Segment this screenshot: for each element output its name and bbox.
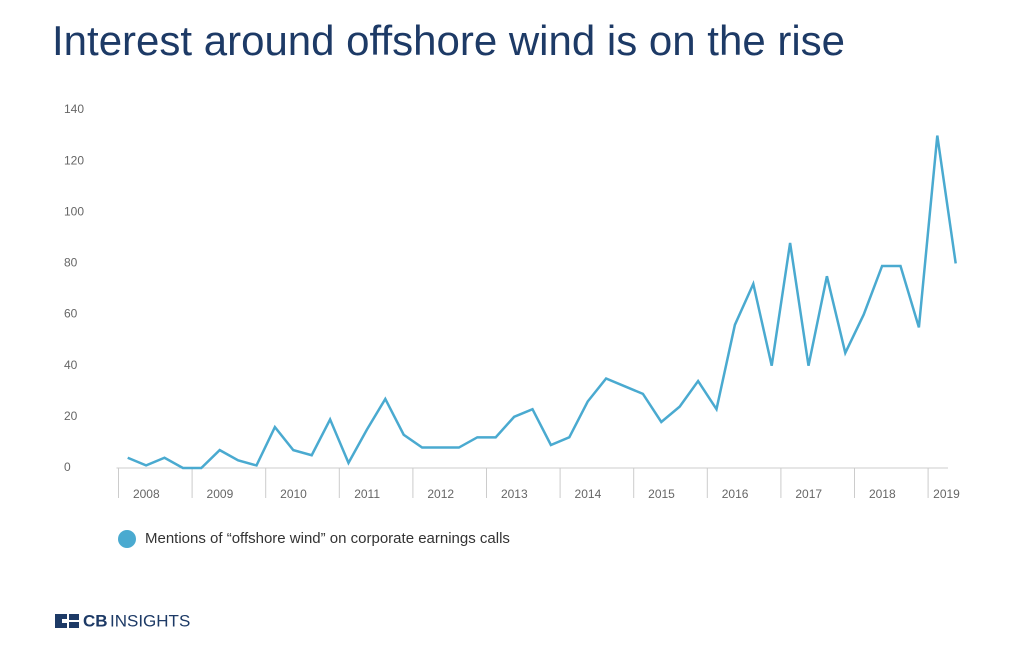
y-tick-label: 120: [64, 153, 84, 167]
y-tick-label: 60: [64, 307, 78, 321]
y-tick-label: 0: [64, 460, 71, 474]
x-tick-label: 2009: [207, 487, 234, 501]
x-tick-label: 2012: [427, 487, 454, 501]
x-tick-label: 2016: [722, 487, 749, 501]
legend-marker: [118, 530, 136, 548]
logo-icon: [55, 614, 79, 628]
x-tick-label: 2017: [795, 487, 822, 501]
chart-title: Interest around offshore wind is on the …: [52, 17, 845, 64]
x-tick-label: 2014: [575, 487, 602, 501]
line: [127, 135, 957, 470]
x-tick-label: 2019: [933, 487, 960, 501]
brand-light: INSIGHTS: [110, 611, 190, 630]
y-tick-label: 80: [64, 256, 78, 270]
x-tick-label: 2011: [354, 487, 380, 501]
x-tick-label: 2008: [133, 487, 160, 501]
brand-bold: CB: [83, 611, 108, 630]
x-tick-label: 2015: [648, 487, 675, 501]
y-tick-label: 40: [64, 358, 78, 372]
y-tick-label: 20: [64, 409, 78, 423]
x-tick-label: 2013: [501, 487, 528, 501]
x-tick-label: 2018: [869, 487, 896, 501]
legend-label: Mentions of “offshore wind” on corporate…: [145, 530, 510, 547]
x-tick-label: 2010: [280, 487, 307, 501]
y-tick-label: 100: [64, 204, 84, 218]
y-tick-label: 140: [64, 102, 84, 116]
